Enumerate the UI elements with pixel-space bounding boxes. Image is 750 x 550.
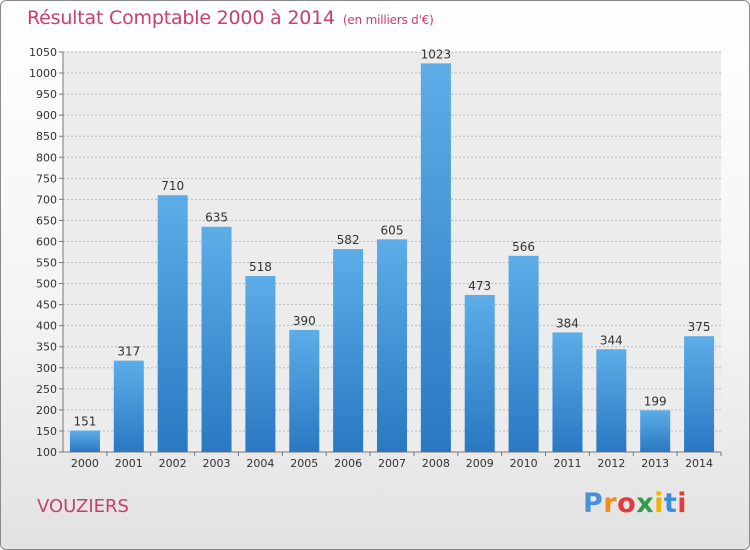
bar-value-label: 566 — [512, 240, 535, 254]
bar — [464, 294, 495, 452]
logo-letter: x — [636, 488, 655, 519]
y-tick-label: 250 — [36, 383, 57, 396]
bar-value-label: 390 — [293, 314, 316, 328]
x-tick-label: 2005 — [290, 457, 318, 470]
x-tick-label: 2014 — [685, 457, 713, 470]
y-tick-label: 800 — [36, 151, 57, 164]
logo-letter: t — [663, 488, 678, 519]
bar — [113, 360, 144, 452]
bar-value-label: 344 — [600, 333, 623, 347]
bar — [377, 239, 407, 452]
y-tick-label: 600 — [36, 235, 57, 248]
x-tick-label: 2009 — [466, 457, 494, 470]
y-tick-label: 450 — [36, 299, 57, 312]
bar — [596, 349, 627, 452]
logo-letter: i — [677, 488, 688, 519]
x-tick-label: 2001 — [115, 457, 143, 470]
y-tick-label: 350 — [36, 341, 57, 354]
y-tick-label: 550 — [36, 257, 57, 270]
x-tick-label: 2003 — [203, 457, 231, 470]
logo-letter: i — [654, 488, 664, 519]
y-tick-label: 950 — [36, 88, 57, 101]
y-tick-label: 100 — [36, 446, 57, 459]
y-tick-label: 700 — [36, 193, 57, 206]
y-tick-label: 750 — [36, 172, 57, 185]
bar — [684, 336, 715, 452]
bar — [640, 410, 671, 452]
bar — [245, 276, 276, 452]
x-tick-label: 2006 — [334, 457, 362, 470]
bar-value-label: 199 — [644, 394, 667, 408]
y-tick-label: 150 — [36, 425, 57, 438]
x-tick-label: 2007 — [378, 457, 406, 470]
x-tick-label: 2010 — [510, 457, 538, 470]
y-tick-label: 300 — [36, 362, 57, 375]
bar-value-label: 605 — [381, 223, 404, 237]
y-tick-label: 200 — [36, 404, 57, 417]
bar-value-label: 582 — [337, 233, 360, 247]
x-tick-label: 2000 — [71, 457, 99, 470]
bar-value-label: 518 — [249, 260, 272, 274]
proxiti-logo[interactable]: Proxiti — [583, 488, 687, 519]
bar-value-label: 710 — [161, 179, 184, 193]
y-tick-label: 900 — [36, 109, 57, 122]
y-tick-label: 1000 — [29, 67, 57, 80]
x-tick-label: 2004 — [246, 457, 274, 470]
logo-letter: P — [583, 488, 604, 519]
logo-letter: r — [603, 488, 618, 519]
x-tick-label: 2012 — [597, 457, 625, 470]
x-tick-label: 2011 — [553, 457, 581, 470]
bar — [508, 255, 539, 452]
bar-value-label: 375 — [688, 320, 711, 334]
bar — [552, 332, 583, 452]
bar-value-label: 635 — [205, 211, 228, 225]
x-tick-label: 2002 — [159, 457, 187, 470]
x-tick-label: 2008 — [422, 457, 450, 470]
y-tick-label: 1050 — [29, 46, 57, 59]
bar — [201, 226, 232, 452]
y-tick-label: 850 — [36, 130, 57, 143]
bar-value-label: 1023 — [421, 47, 452, 61]
y-tick-label: 500 — [36, 278, 57, 291]
y-tick-label: 650 — [36, 214, 57, 227]
bar-value-label: 151 — [73, 415, 96, 429]
title-text: Résultat Comptable 2000 à 2014 — [27, 7, 335, 29]
bar-value-label: 473 — [468, 279, 491, 293]
bar — [157, 195, 188, 452]
bar-value-label: 384 — [556, 316, 579, 330]
bar — [333, 249, 364, 452]
bar — [289, 329, 320, 452]
y-tick-label: 400 — [36, 320, 57, 333]
x-tick-label: 2013 — [641, 457, 669, 470]
bar-value-label: 317 — [117, 345, 140, 359]
chart-title: Résultat Comptable 2000 à 2014 (en millie… — [27, 7, 434, 29]
bar — [69, 430, 100, 452]
city-label: VOUZIERS — [37, 496, 129, 517]
logo-letter: o — [617, 488, 637, 519]
chart-subtitle: (en milliers d'€) — [342, 13, 434, 27]
bar — [420, 63, 451, 453]
